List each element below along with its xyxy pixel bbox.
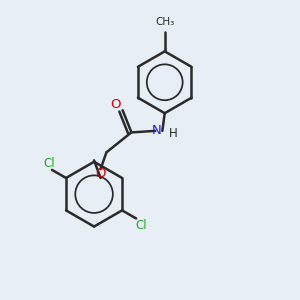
- Text: Cl: Cl: [135, 219, 147, 232]
- Text: CH₃: CH₃: [155, 17, 174, 27]
- Text: H: H: [169, 127, 178, 140]
- Text: O: O: [95, 167, 106, 180]
- Text: O: O: [110, 98, 121, 111]
- Text: N: N: [152, 124, 162, 137]
- Text: Cl: Cl: [44, 158, 55, 170]
